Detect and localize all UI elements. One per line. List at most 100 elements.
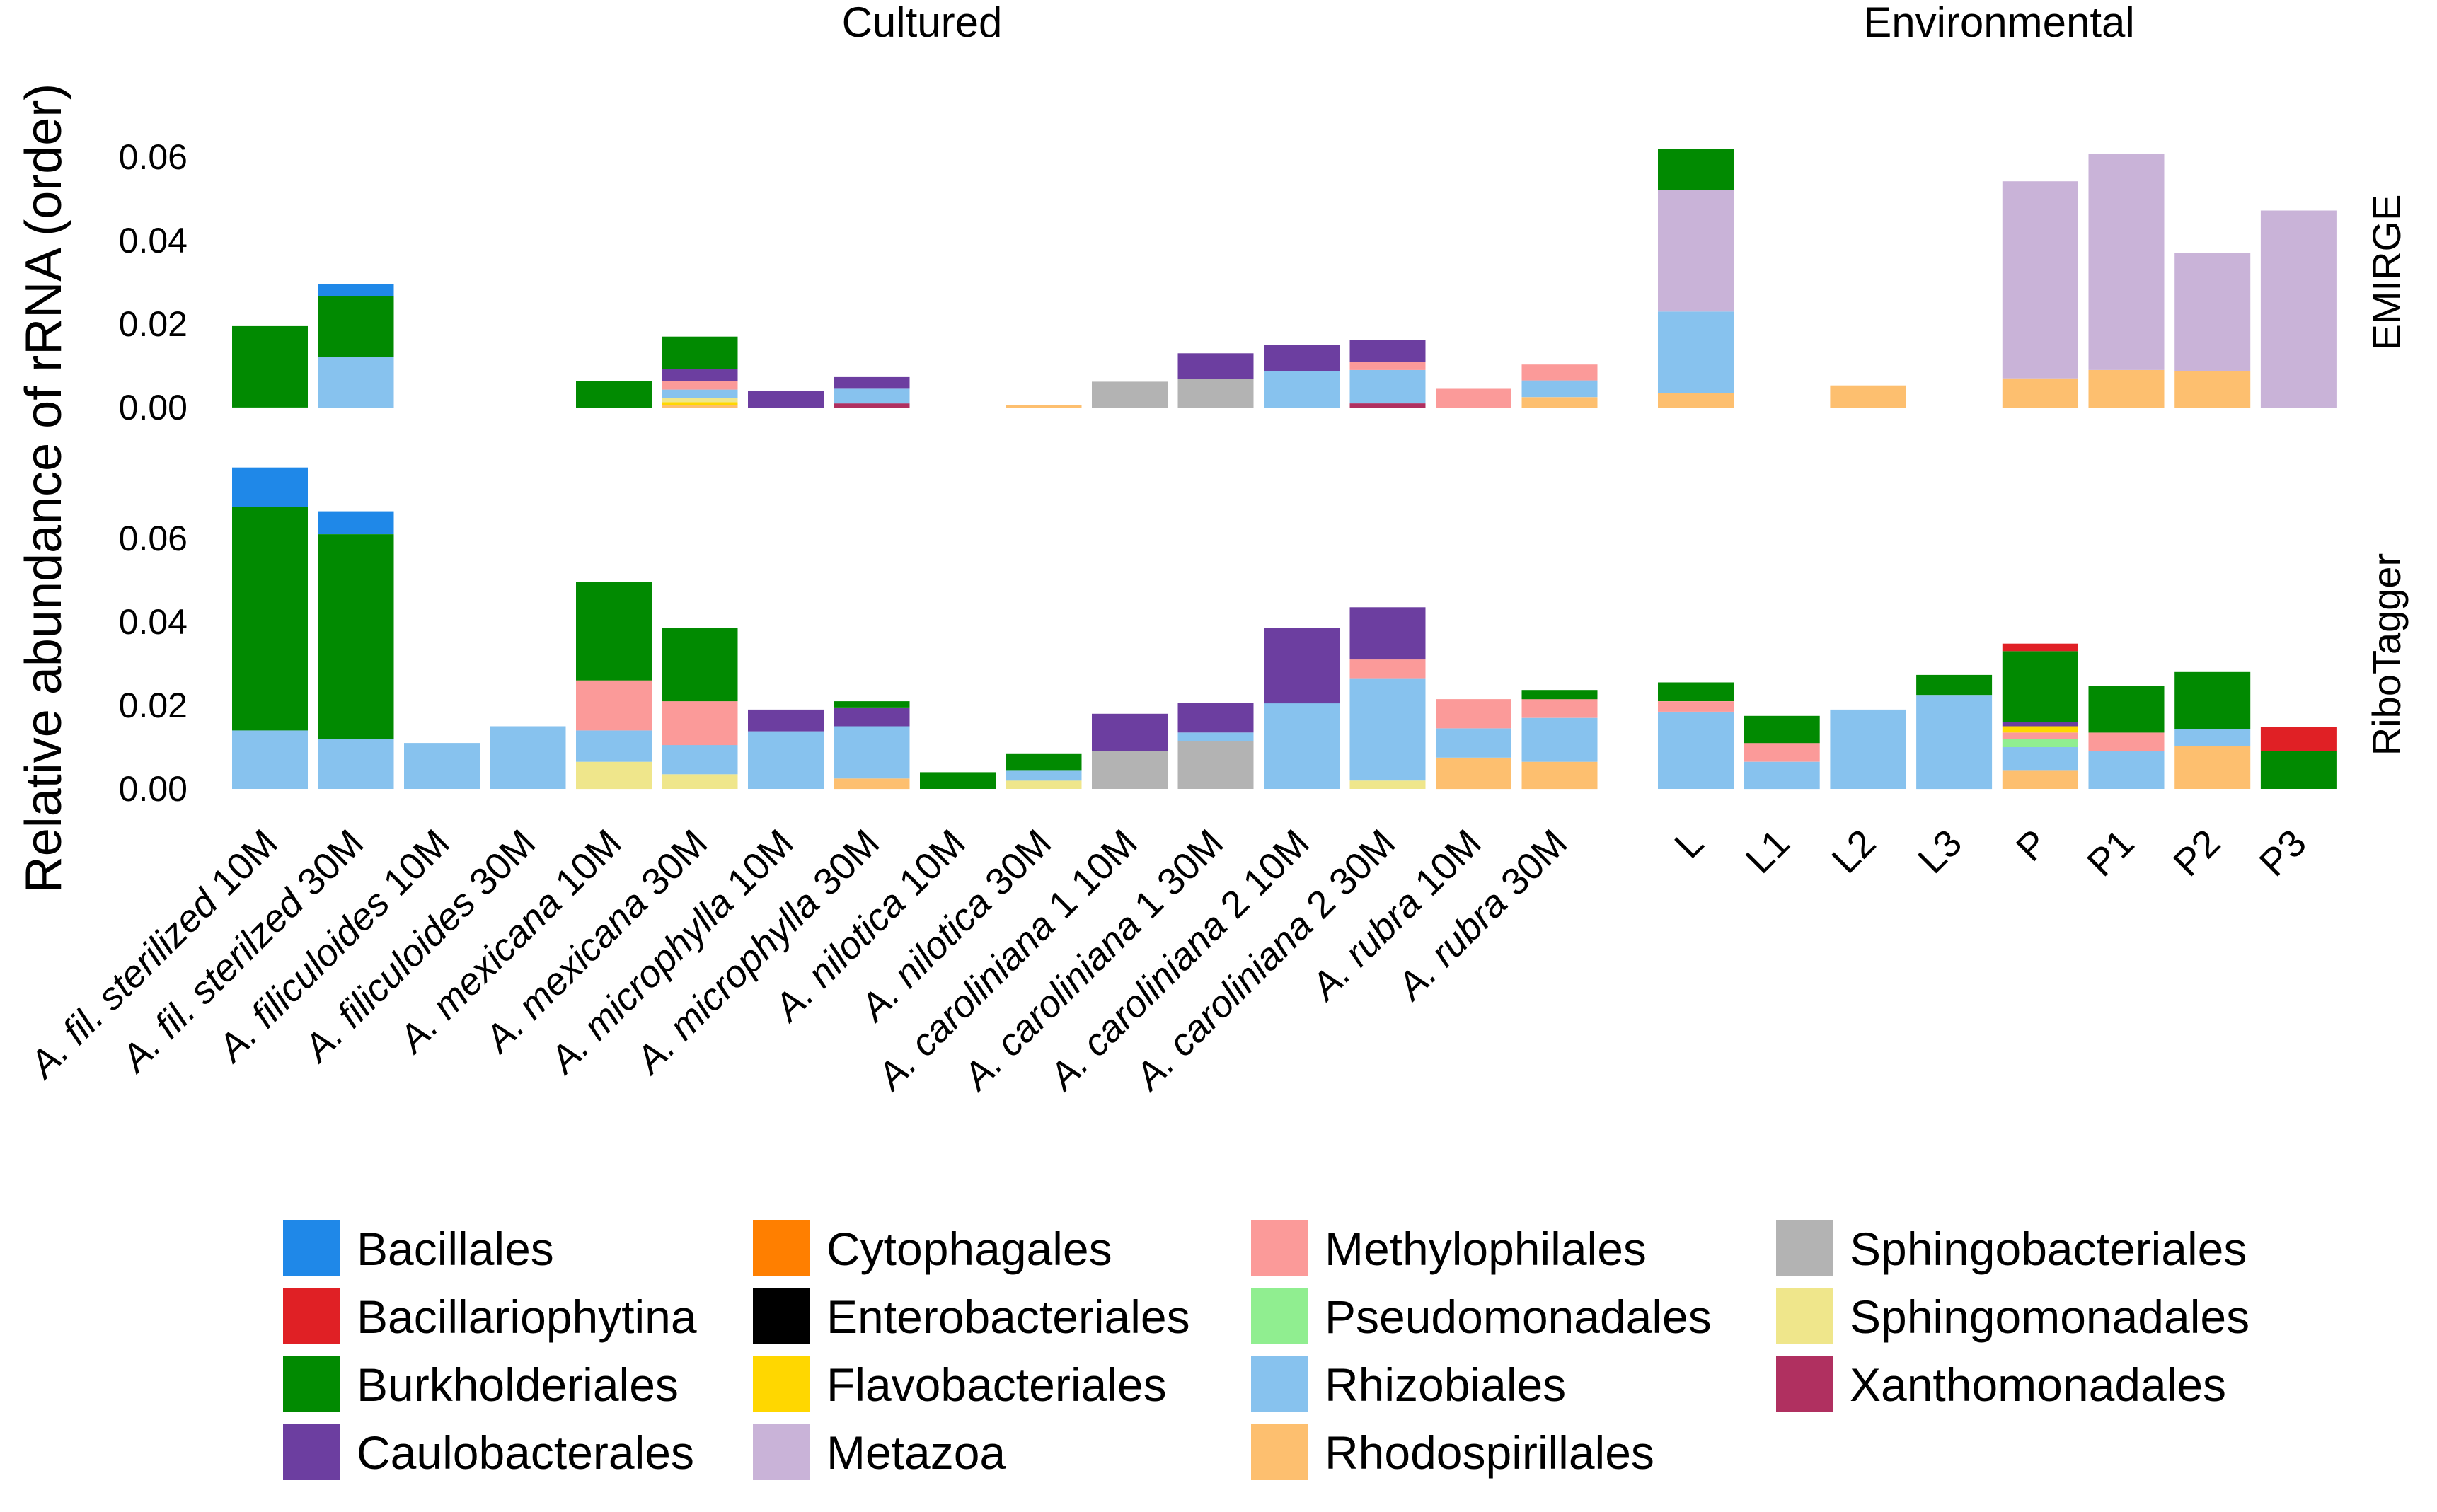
x-tick-label: P3	[2252, 821, 2315, 884]
bar-segment-rhodospirillales	[1521, 397, 1598, 408]
bar-segment-rhodospirillales	[1006, 405, 1082, 408]
legend-swatch-methylophilales	[1251, 1220, 1308, 1276]
bar-segment-caulobacterales	[748, 709, 824, 732]
bar-segment-bacillales	[232, 467, 308, 507]
legend-swatch-bacillariophytina	[283, 1288, 340, 1344]
bar-segment-burkholderiales	[2002, 651, 2078, 722]
bar-segment-caulobacterales	[834, 708, 910, 727]
bar-segment-burkholderiales	[1658, 682, 1734, 701]
bar-segment-burkholderiales	[318, 534, 394, 739]
y-tick-label: 0.00	[119, 769, 188, 809]
bar-segment-rhizobiales	[1006, 770, 1082, 781]
bar-segment-caulobacterales	[1177, 353, 1254, 379]
bar-segment-methylophilales	[1349, 659, 1426, 679]
bar-segment-burkholderiales	[232, 507, 308, 731]
bar-segment-caulobacterales	[834, 376, 910, 389]
bar-segment-rhizobiales	[1916, 695, 1993, 790]
legend-swatch-flavobacteriales	[753, 1356, 810, 1412]
bar-segment-methylophilales	[1744, 743, 1820, 762]
bar-segment-rhodospirillales	[1658, 393, 1734, 408]
bar-segment-rhizobiales	[2002, 747, 2078, 771]
bar-segment-rhizobiales	[2174, 729, 2251, 746]
bars	[232, 149, 2337, 790]
bar-segment-rhodospirillales	[1830, 385, 1906, 408]
bar-segment-burkholderiales	[1006, 753, 1082, 771]
bar-segment-bacillales	[318, 284, 394, 296]
legend-swatch-metazoa	[753, 1424, 810, 1480]
y-tick-label: 0.06	[119, 137, 188, 177]
bar-segment-sphingobacteriales	[1092, 751, 1168, 789]
bar-segment-rhizobiales	[1658, 311, 1734, 393]
x-tick-label: L3	[1910, 821, 1970, 882]
bar-segment-burkholderiales	[576, 582, 652, 681]
bar-segment-methylophilales	[662, 381, 738, 390]
bar-segment-metazoa	[2260, 210, 2337, 408]
bar-segment-caulobacterales	[1177, 703, 1254, 733]
y-tick-label: 0.06	[119, 519, 188, 558]
legend-label-enterobacteriales: Enterobacteriales	[826, 1291, 1190, 1343]
bar-segment-methylophilales	[662, 701, 738, 746]
bar-segment-rhizobiales	[1349, 369, 1426, 404]
legend-swatch-burkholderiales	[283, 1356, 340, 1412]
bar-segment-rhodospirillales	[2002, 378, 2078, 408]
bar-segment-rhodospirillales	[662, 405, 738, 408]
bar-segment-rhizobiales	[1436, 728, 1511, 758]
bar-segment-caulobacterales	[662, 369, 738, 381]
legend-label-pseudomonadales: Pseudomonadales	[1325, 1291, 1712, 1343]
bar-segment-xanthomonadales	[1349, 403, 1426, 408]
y-tick-label: 0.04	[119, 221, 188, 260]
bar-segment-bacillariophytina	[2002, 643, 2078, 652]
legend-swatch-xanthomonadales	[1776, 1356, 1833, 1412]
bar-segment-rhizobiales	[404, 743, 480, 789]
bar-segment-burkholderiales	[1658, 149, 1734, 190]
x-tick-label: P	[2008, 821, 2056, 870]
bar-segment-rhizobiales	[1658, 711, 1734, 789]
bar-segment-caulobacterales	[1264, 628, 1340, 704]
bar-segment-sphingomonadales	[1006, 780, 1082, 789]
bar-segment-burkholderiales	[232, 325, 308, 408]
y-axis-ticks: 0.00 0.02 0.04 0.06 0.00 0.02 0.04 0.06	[119, 137, 188, 809]
legend-swatch-cytophagales	[753, 1220, 810, 1276]
bar-segment-caulobacterales	[1092, 713, 1168, 751]
legend-label-rhodospirillales: Rhodospirillales	[1325, 1426, 1654, 1479]
bar-segment-rhodospirillales	[2174, 371, 2251, 408]
legend-label-bacillariophytina: Bacillariophytina	[357, 1291, 697, 1343]
bar-segment-burkholderiales	[1521, 690, 1598, 700]
bar-segment-xanthomonadales	[834, 403, 910, 408]
legend-label-methylophilales: Methylophilales	[1325, 1223, 1647, 1275]
legend-swatch-sphingobacteriales	[1776, 1220, 1833, 1276]
bar-segment-caulobacterales	[1349, 340, 1426, 362]
bar-segment-methylophilales	[2088, 732, 2165, 751]
bar-segment-rhizobiales	[748, 731, 824, 789]
bar-segment-rhodospirillales	[2002, 770, 2078, 789]
legend-label-sphingomonadales: Sphingomonadales	[1850, 1291, 2249, 1343]
bar-segment-caulobacterales	[2002, 722, 2078, 727]
bar-segment-burkholderiales	[662, 336, 738, 369]
legend-swatch-rhodospirillales	[1251, 1424, 1308, 1480]
bar-segment-rhodospirillales	[1436, 757, 1511, 790]
y-axis-label: Relative abundance of rRNA (order)	[16, 83, 72, 894]
bar-segment-burkholderiales	[576, 381, 652, 408]
bar-segment-methylophilales	[2002, 732, 2078, 739]
bar-segment-rhizobiales	[834, 726, 910, 779]
legend-swatch-enterobacteriales	[753, 1288, 810, 1344]
bar-segment-metazoa	[2174, 253, 2251, 371]
bar-segment-sphingomonadales	[662, 398, 738, 403]
bar-segment-sphingomonadales	[576, 761, 652, 790]
bar-segment-sphingomonadales	[662, 774, 738, 789]
legend-label-flavobacteriales: Flavobacteriales	[826, 1358, 1167, 1411]
bar-segment-burkholderiales	[2174, 671, 2251, 729]
bar-segment-sphingomonadales	[1349, 780, 1426, 789]
bar-segment-burkholderiales	[318, 296, 394, 357]
bar-segment-burkholderiales	[1916, 674, 1993, 696]
bar-segment-bacillariophytina	[2260, 727, 2337, 751]
bar-segment-burkholderiales	[2088, 686, 2165, 733]
strip-label-emirge: EMIRGE	[2364, 195, 2409, 351]
legend: Bacillales Bacillariophytina Burkholderial…	[283, 1220, 2249, 1480]
facet-label-environmental: Environmental	[1863, 0, 2135, 46]
y-tick-label: 0.02	[119, 686, 188, 725]
bar-segment-rhizobiales	[2088, 751, 2165, 789]
y-tick-label: 0.00	[119, 388, 188, 427]
